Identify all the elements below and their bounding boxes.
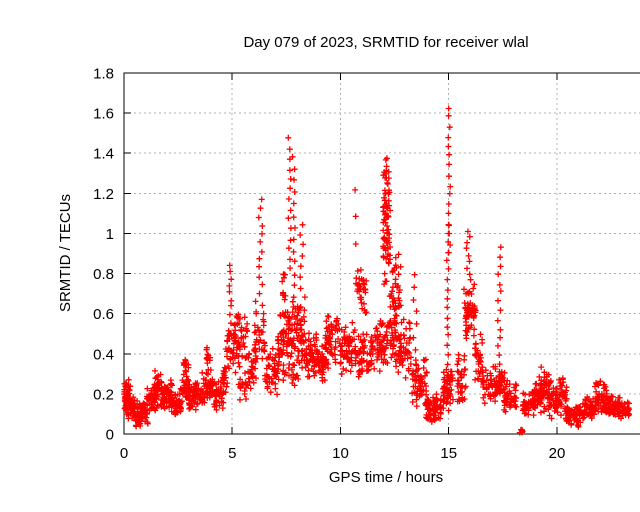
y-tick-labels: 0 0.2 0.4 0.6 0.8 1 1.2 1.4 1.6 1.8 bbox=[93, 66, 114, 444]
plot-border bbox=[123, 72, 640, 435]
y-axis-label: SRMTID / TECUs bbox=[57, 194, 74, 312]
x-tick-label: 15 bbox=[440, 445, 457, 462]
chart-canvas: Day 079 of 2023, SRMTID for receiver wla… bbox=[40, 16, 640, 496]
y-tick-label: 1 bbox=[106, 226, 114, 243]
y-tick-label: 0.8 bbox=[93, 266, 114, 283]
y-tick-label: 1.8 bbox=[93, 66, 114, 83]
x-tick-label: 20 bbox=[549, 445, 566, 462]
y-tick-label: 1.6 bbox=[93, 106, 114, 123]
x-tick-label: 0 bbox=[120, 445, 128, 462]
y-tick-label: 0 bbox=[106, 427, 114, 444]
y-tick-label: 0.4 bbox=[93, 346, 114, 363]
x-tick-label: 5 bbox=[228, 445, 236, 462]
x-tick-labels: 0 5 10 15 20 bbox=[120, 445, 566, 462]
x-axis-label: GPS time / hours bbox=[329, 469, 443, 486]
scatter-points bbox=[121, 105, 633, 436]
y-tick-label: 1.4 bbox=[93, 146, 114, 163]
x-tick-label: 10 bbox=[332, 445, 349, 462]
y-tick-label: 1.2 bbox=[93, 186, 114, 203]
chart-title: Day 079 of 2023, SRMTID for receiver wla… bbox=[243, 34, 528, 51]
y-tick-label: 0.6 bbox=[93, 306, 114, 323]
srmtid-scatter-chart: Day 079 of 2023, SRMTID for receiver wla… bbox=[40, 16, 640, 496]
y-tick-label: 0.2 bbox=[93, 386, 114, 403]
